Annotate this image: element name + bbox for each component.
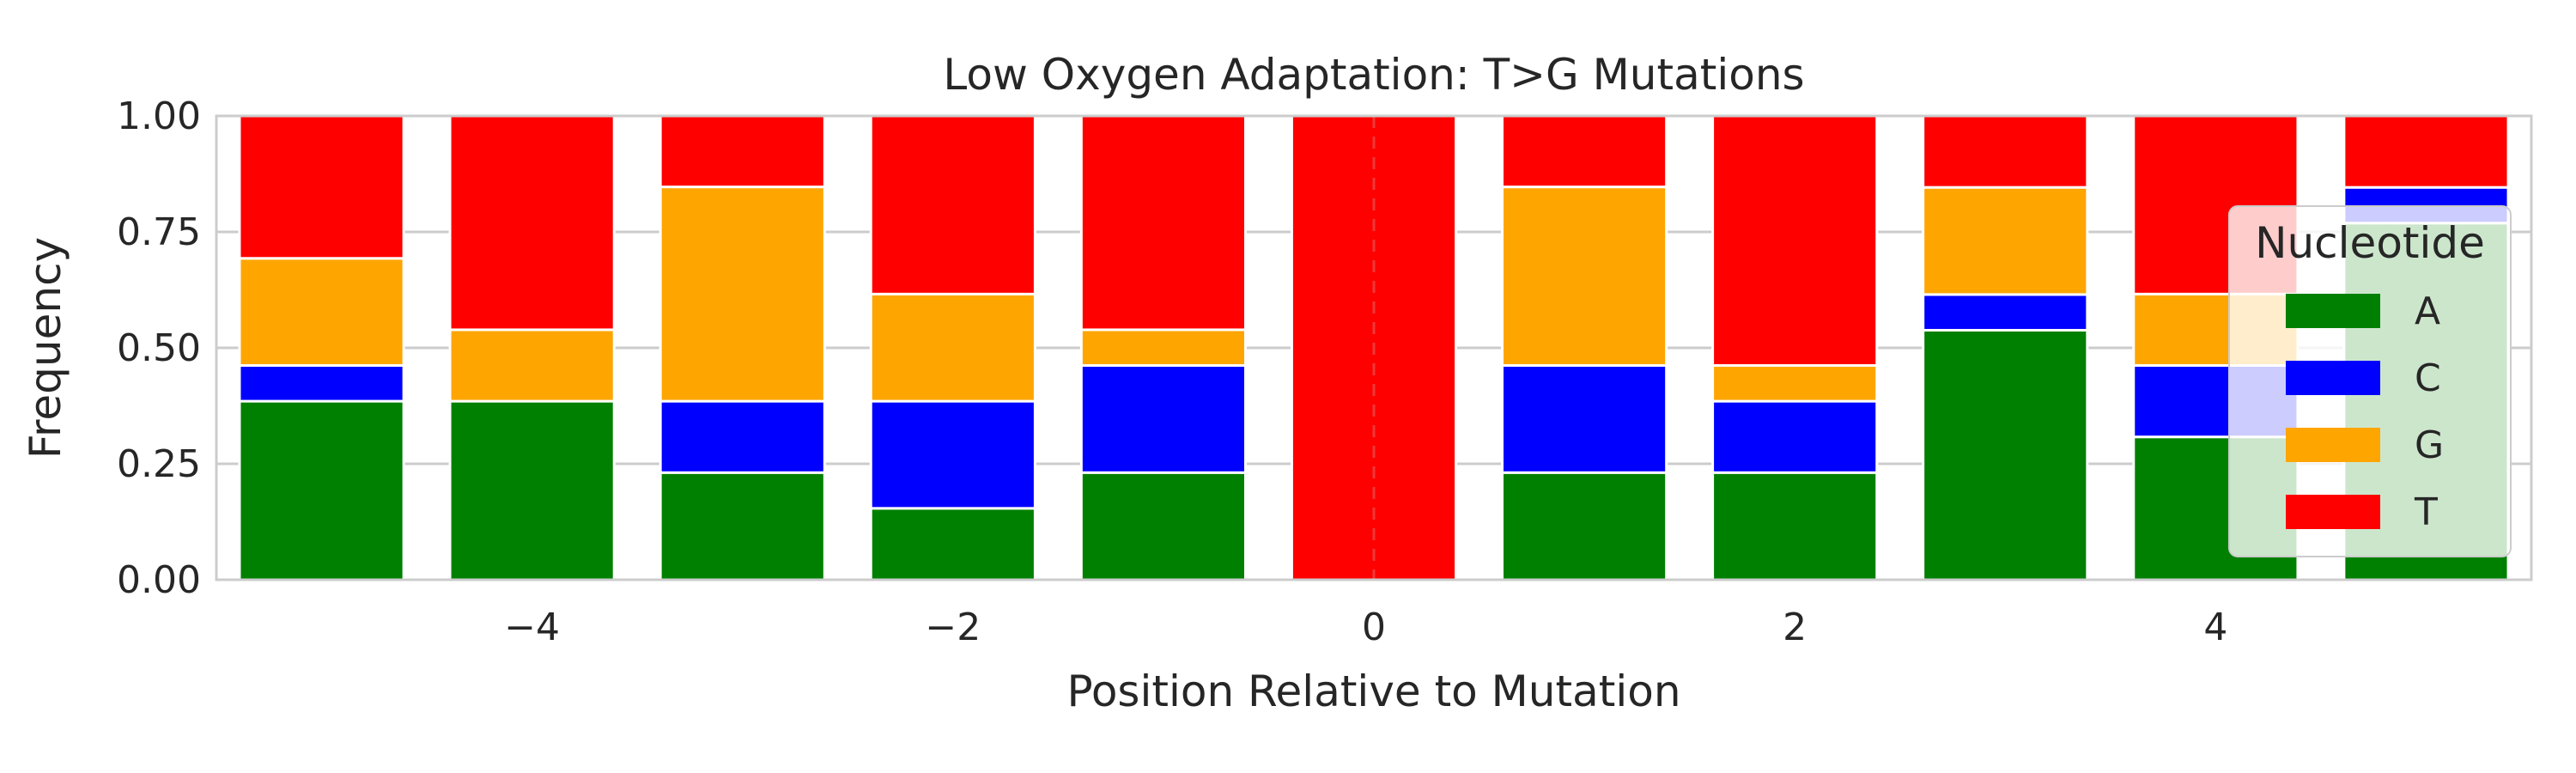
plot-frame (215, 114, 2533, 581)
bar-T-pos--5 (238, 114, 405, 260)
bar-G-pos--3 (659, 186, 826, 403)
bar-G-pos-3 (1922, 186, 2089, 296)
legend-swatch-A (2286, 294, 2380, 328)
bar-T-pos-2 (1711, 114, 1879, 368)
bar-G-pos-1 (1501, 186, 1668, 368)
bar-T-pos--3 (659, 114, 826, 189)
bar-C-pos--1 (1079, 364, 1247, 474)
y-axis-label: Frequency (21, 237, 70, 459)
y-tick-label: 1.00 (117, 94, 201, 138)
bar-C-pos-1 (1501, 364, 1668, 474)
legend-swatch-T (2286, 495, 2380, 529)
bar-A-pos-3 (1922, 328, 2089, 581)
bar-A-pos-2 (1711, 471, 1879, 581)
x-tick-label: −4 (504, 606, 560, 649)
bar-G-pos--2 (869, 292, 1036, 403)
x-tick-label: −2 (925, 606, 981, 649)
bar-G-pos-2 (1711, 364, 1879, 403)
bar-G-pos--4 (448, 328, 616, 403)
x-tick-label: 0 (1362, 606, 1386, 649)
y-tick-label: 0.00 (117, 558, 201, 602)
bar-G-pos--5 (238, 257, 405, 368)
x-axis-ticks: −4 −2 0 2 4 (504, 606, 2227, 649)
bar-A-pos-1 (1501, 471, 1668, 581)
bar-A-pos--1 (1079, 471, 1247, 581)
x-tick-label: 4 (2203, 606, 2227, 649)
legend-title: Nucleotide (2255, 218, 2485, 268)
chart-title: Low Oxygen Adaptation: T>G Mutations (943, 50, 1804, 100)
legend-label-C: C (2415, 356, 2441, 400)
bar-T-pos-3 (1922, 114, 2089, 189)
x-tick-label: 2 (1783, 606, 1807, 649)
legend-label-T: T (2414, 490, 2438, 534)
legend-swatch-C (2286, 361, 2380, 395)
y-tick-label: 0.25 (117, 442, 201, 486)
y-axis-ticks: 0.00 0.25 0.50 0.75 1.00 (117, 94, 201, 602)
y-tick-label: 0.50 (117, 326, 201, 370)
bar-T-pos--1 (1079, 114, 1247, 332)
legend-label-A: A (2415, 289, 2440, 333)
bar-C-pos--2 (869, 399, 1036, 510)
x-axis-label: Position Relative to Mutation (1066, 666, 1680, 716)
legend-swatch-G (2286, 428, 2380, 462)
bar-A-pos--4 (448, 399, 616, 581)
bar-T-pos--2 (869, 114, 1036, 295)
bar-C-pos--5 (238, 364, 405, 403)
bar-C-pos--3 (659, 399, 826, 474)
bar-A-pos--2 (869, 507, 1036, 581)
bar-G-pos--1 (1079, 328, 1247, 368)
y-tick-label: 0.75 (117, 210, 201, 254)
bar-C-pos-3 (1922, 293, 2089, 332)
bar-A-pos--5 (238, 399, 405, 581)
bar-A-pos--3 (659, 471, 826, 581)
bar-T-pos--4 (448, 114, 616, 332)
bar-T-pos-1 (1501, 114, 1668, 189)
bar-C-pos-2 (1711, 399, 1879, 474)
legend-label-G: G (2415, 423, 2444, 467)
bar-T-pos-5 (2342, 114, 2510, 189)
